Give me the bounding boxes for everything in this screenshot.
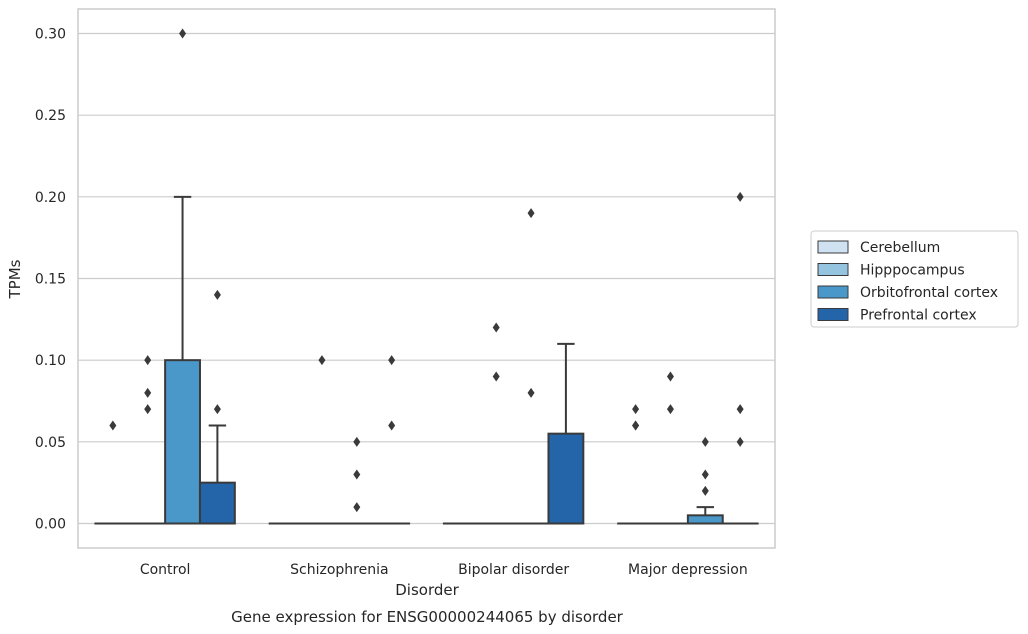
box-hipppocampus [477, 322, 515, 525]
box-orbitofrontal-cortex [164, 28, 201, 525]
outlier-point [353, 469, 361, 480]
box-body [164, 359, 201, 525]
outlier-point [492, 371, 500, 382]
outlier-point [144, 387, 152, 398]
outlier-point [701, 469, 709, 480]
box-body [686, 514, 724, 525]
box-prefrontal-cortex [547, 342, 585, 525]
y-tick-label: 0.05 [35, 435, 66, 451]
y-tick-labels: 0.00 0.05 0.10 0.15 0.20 0.25 0.30 [35, 27, 66, 533]
outlier-point [632, 420, 640, 431]
outlier-point [492, 322, 500, 333]
legend-swatch [817, 285, 849, 299]
outlier-point [632, 404, 640, 415]
box-orbitofrontal-cortex [686, 436, 724, 525]
outlier-point [736, 436, 744, 447]
legend: Cerebellum Hipppocampus Orbitofrontal cort… [810, 230, 1019, 328]
box-body [547, 432, 585, 525]
outlier-point [701, 485, 709, 496]
y-tick-label: 0.10 [35, 353, 66, 369]
outlier-point [213, 404, 221, 415]
outlier-point [353, 502, 361, 513]
outlier-point [318, 355, 326, 366]
y-tick-label: 0.15 [35, 272, 66, 288]
legend-label: Cerebellum [860, 240, 940, 256]
y-tick-label: 0.20 [35, 190, 66, 206]
x-tick-label: Major depression [628, 562, 748, 578]
legend-label: Prefrontal cortex [860, 308, 977, 324]
outlier-point [701, 436, 709, 447]
box-cerebellum [94, 420, 132, 525]
legend-label: Orbitofrontal cortex [860, 285, 998, 301]
boxes [94, 28, 759, 525]
box-hipppocampus [129, 355, 167, 525]
y-tick-label: 0.30 [35, 27, 66, 43]
box-hipppocampus [303, 355, 341, 525]
legend-swatch [817, 308, 849, 321]
box-body [198, 481, 236, 525]
outlier-point [213, 289, 221, 300]
legend-swatch [817, 263, 849, 276]
box-prefrontal-cortex [373, 355, 411, 525]
box-hipppocampus [652, 371, 689, 525]
outlier-point [736, 404, 744, 415]
outlier-point [144, 355, 152, 366]
box-orbitofrontal-cortex [338, 436, 376, 525]
outlier-point [388, 420, 396, 431]
outlier-point [666, 371, 674, 382]
outlier-point [666, 404, 674, 415]
legend-swatch [817, 240, 849, 254]
box-prefrontal-cortex [198, 289, 236, 525]
chart-caption: Gene expression for ENSG00000244065 by d… [231, 608, 624, 626]
x-axis-title: Disorder [395, 581, 459, 599]
x-tick-labels: Control Schizophrenia Bipolar disorder Majo… [140, 562, 748, 578]
outlier-point [527, 208, 535, 219]
outlier-point [144, 404, 152, 415]
legend-label: Hipppocampus [860, 263, 965, 279]
outlier-point [179, 28, 187, 39]
plot-frame [77, 8, 776, 549]
x-tick-label: Bipolar disorder [458, 562, 569, 578]
box-prefrontal-cortex [721, 191, 759, 525]
legend-frame [810, 230, 1019, 328]
outlier-point [388, 355, 396, 366]
outlier-point [109, 420, 117, 431]
outlier-point [736, 191, 744, 202]
x-tick-label: Control [140, 562, 191, 578]
y-axis-title: TPMs [6, 259, 24, 299]
y-tick-label: 0.00 [35, 517, 66, 533]
outlier-point [527, 387, 535, 398]
box-orbitofrontal-cortex [512, 208, 550, 525]
y-tick-label: 0.25 [35, 108, 66, 124]
outlier-point [353, 436, 361, 447]
x-tick-label: Schizophrenia [290, 562, 388, 578]
box-cerebellum [617, 404, 655, 525]
